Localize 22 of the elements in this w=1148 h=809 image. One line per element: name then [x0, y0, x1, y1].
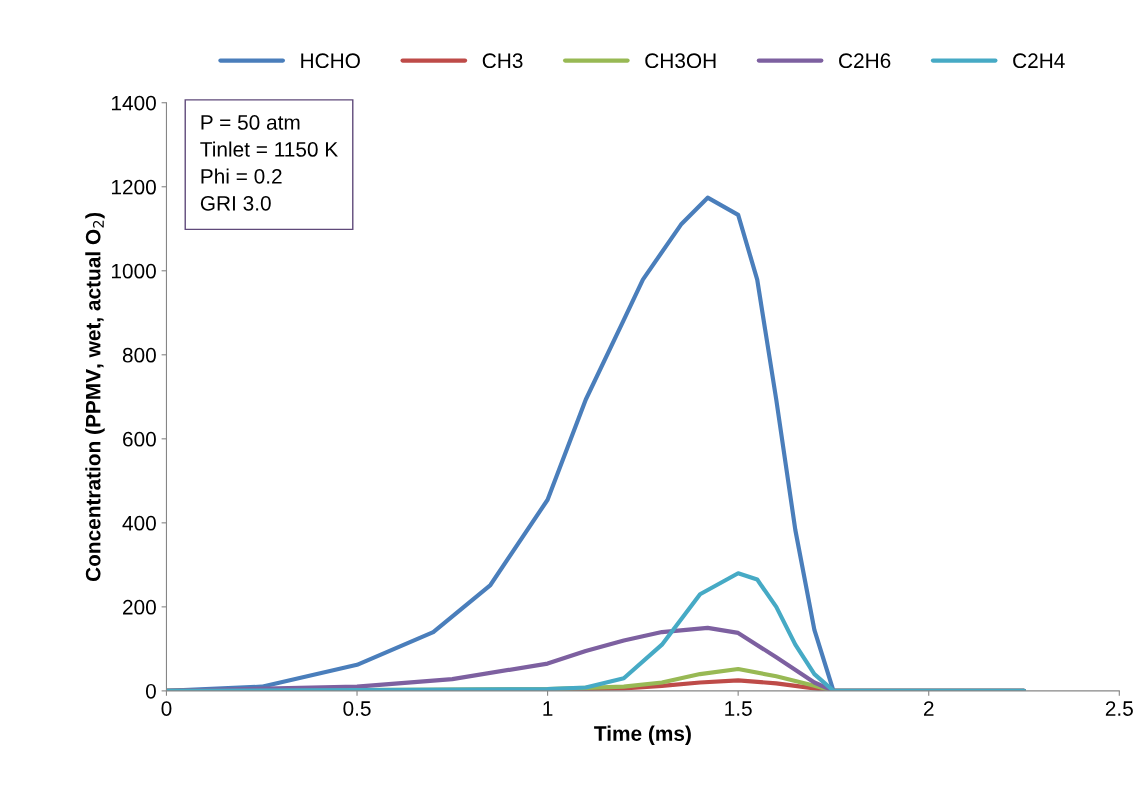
legend-label: CH3	[482, 53, 523, 69]
y-tick-label: 1200	[111, 179, 156, 195]
x-tick-label: 1.5	[725, 701, 752, 716]
x-tick-label: 0.5	[343, 701, 371, 716]
y-tick-label: 0	[145, 683, 156, 699]
legend-label: HCHO	[301, 53, 360, 69]
legend-label: C2H6	[839, 53, 891, 69]
y-tick-label: 200	[123, 599, 156, 615]
y-tick-label: 1400	[111, 95, 156, 111]
y-axis-title: Concentration (PPMV, wet, actual O$_{2}$)	[85, 212, 105, 582]
y-tick-label: 400	[122, 515, 156, 531]
x-tick-label: 0	[161, 701, 172, 716]
y-tick-label: 600	[123, 431, 156, 447]
y-tick-label: 1000	[111, 263, 156, 279]
y-tick-label: 800	[122, 347, 156, 363]
x-tick-label: 2	[923, 701, 934, 716]
x-tick-label: 2.5	[1105, 701, 1133, 716]
x-tick-label: 1	[543, 701, 553, 716]
x-axis-title: Time (ms)	[594, 725, 691, 745]
annotation: P = 50 atm Tinlet = 1150 K Phi = 0.2 GRI 3.0	[200, 115, 338, 211]
legend-label: CH3OH	[645, 53, 716, 69]
legend-label: C2H4	[1013, 53, 1065, 69]
